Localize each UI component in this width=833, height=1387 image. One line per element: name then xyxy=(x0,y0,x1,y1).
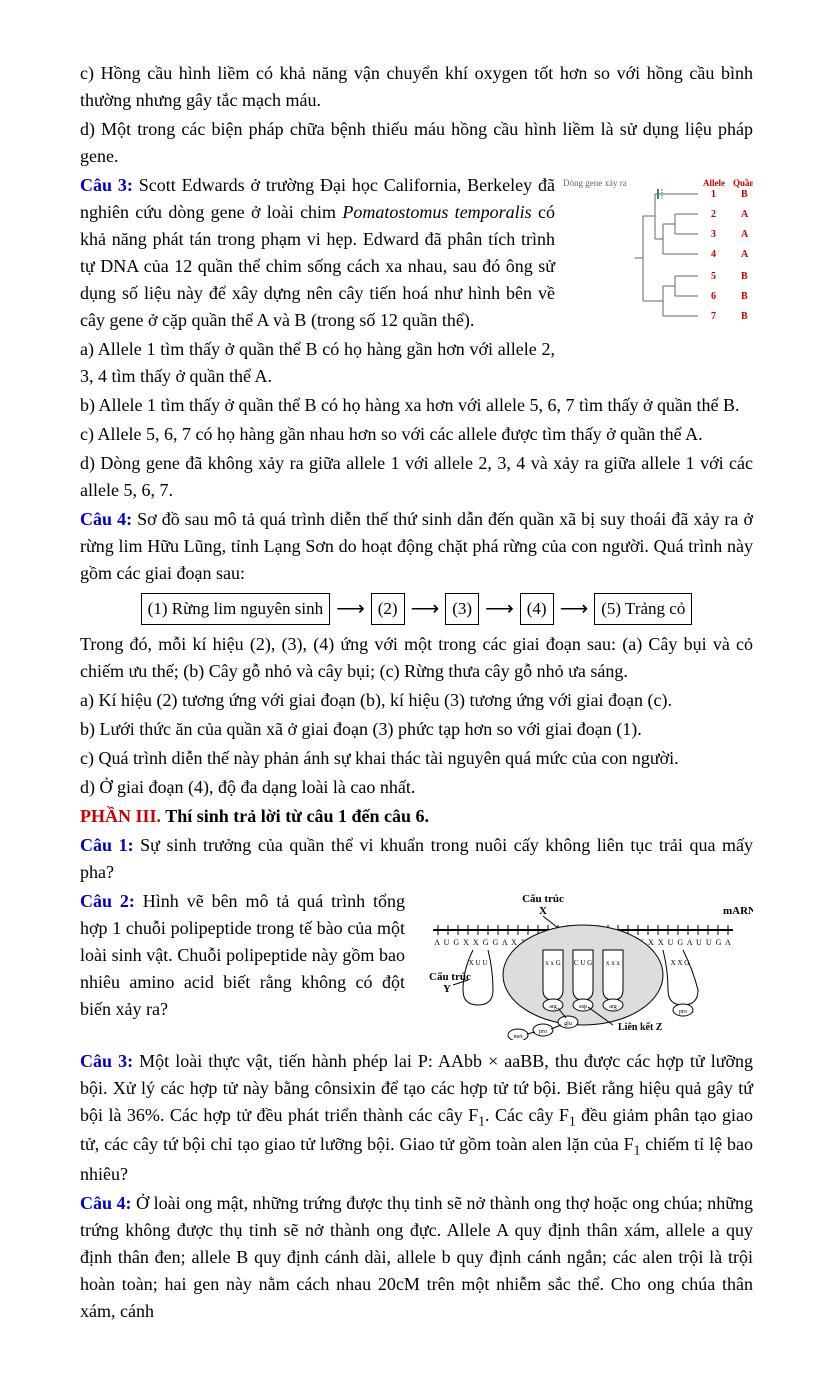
flow-box-4: (4) xyxy=(520,593,554,625)
para-d: d) Một trong các biện pháp chữa bệnh thi… xyxy=(80,116,753,170)
svg-text:3: 3 xyxy=(711,229,716,240)
cau4-b: b) Lưới thức ăn của quần xã ở giai đoạn … xyxy=(80,716,753,743)
phylo-header-pop: Quần th xyxy=(733,178,753,188)
ribosome-figure: Cấu trúc X mARN A U G X X G G A X X X G … xyxy=(413,890,753,1048)
svg-text:2: 2 xyxy=(711,209,716,220)
p3-cau2-label: Câu 2: xyxy=(80,891,135,911)
phylo-svg: Dòng gene xảy ra Allele Quần th 1 B 2 A 3 A xyxy=(563,176,753,336)
p3-cau1: Câu 1: Sự sinh trưởng của quần thể vi kh… xyxy=(80,832,753,886)
flow-box-3: (3) xyxy=(445,593,479,625)
cau3-a: a) Allele 1 tìm thấy ở quần thể B có họ … xyxy=(80,336,753,390)
flow-box-2: (2) xyxy=(371,593,405,625)
phylo-header-flow: Dòng gene xảy ra xyxy=(563,178,627,188)
phan3-title: Thí sinh trả lời từ câu 1 đến câu 6. xyxy=(161,806,429,826)
svg-text:X X G: X X G xyxy=(671,959,690,967)
phylo-header-allele: Allele xyxy=(703,178,725,188)
svg-text:B: B xyxy=(741,311,748,322)
cau4-a: a) Kí hiệu (2) tương ứng với giai đoạn (… xyxy=(80,687,753,714)
cau3-label: Câu 3: xyxy=(80,175,133,195)
phan3-label: PHẦN III. xyxy=(80,806,161,826)
svg-text:X: X xyxy=(539,905,547,917)
p3-cau4-text: Ở loài ong mật, những trứng được thụ tin… xyxy=(80,1193,753,1321)
arrow-icon: ⟶ xyxy=(409,594,442,624)
p3-cau3-text-mid: . Các cây F xyxy=(485,1105,569,1125)
svg-text:X U U: X U U xyxy=(469,959,488,967)
p3-cau1-label: Câu 1: xyxy=(80,835,134,855)
p3-cau3-label: Câu 3: xyxy=(80,1051,133,1071)
sub-f1b: 1 xyxy=(569,1113,576,1128)
svg-text:arg: arg xyxy=(609,1004,617,1010)
p3-cau4-label: Câu 4: xyxy=(80,1193,132,1213)
cau3-italic: Pomatostomus temporalis xyxy=(342,202,531,222)
svg-text:Y: Y xyxy=(443,983,451,995)
cau4-after: Trong đó, mỗi kí hiệu (2), (3), (4) ứng … xyxy=(80,631,753,685)
p3-cau3: Câu 3: Một loài thực vật, tiến hành phép… xyxy=(80,1048,753,1189)
svg-text:C U G: C U G xyxy=(574,959,592,967)
phan3-header: PHẦN III. Thí sinh trả lời từ câu 1 đến … xyxy=(80,803,753,830)
p3-cau1-text: Sự sinh trưởng của quần thể vi khuẩn tro… xyxy=(80,835,753,882)
svg-text:7: 7 xyxy=(711,311,716,322)
svg-text:5: 5 xyxy=(711,271,716,282)
svg-text:x x G: x x G xyxy=(545,959,561,967)
svg-text:A: A xyxy=(741,209,749,220)
svg-text:glu: glu xyxy=(564,1021,572,1027)
svg-text:Liên kết Z: Liên kết Z xyxy=(618,1022,663,1033)
svg-text:B: B xyxy=(741,271,748,282)
cau4-text: Sơ đồ sau mô tả quá trình diễn thế thứ s… xyxy=(80,509,753,583)
svg-text:Cấu trúc: Cấu trúc xyxy=(522,893,564,905)
svg-text:1: 1 xyxy=(711,189,716,200)
arrow-icon: ⟶ xyxy=(334,594,367,624)
flow-box-1: (1) Rừng lim nguyên sinh xyxy=(141,593,330,625)
cau3-c: c) Allele 5, 6, 7 có họ hàng gần nhau hơ… xyxy=(80,421,753,448)
svg-text:arg: arg xyxy=(549,1004,557,1010)
svg-text:mARN: mARN xyxy=(723,905,753,917)
svg-text:asp: asp xyxy=(579,1004,587,1010)
cau4-label: Câu 4: xyxy=(80,509,132,529)
cau3-b: b) Allele 1 tìm thấy ở quần thể B có họ … xyxy=(80,392,753,419)
svg-text:4: 4 xyxy=(711,249,716,260)
phylogeny-figure: Dòng gene xảy ra Allele Quần th 1 B 2 A 3 A xyxy=(563,176,753,344)
para-c: c) Hồng cầu hình liềm có khả năng vận ch… xyxy=(80,60,753,114)
cau4-d: d) Ở giai đoạn (4), độ đa dạng loài là c… xyxy=(80,774,753,801)
svg-text:x x x: x x x xyxy=(606,959,621,967)
p3-cau4: Câu 4: Ở loài ong mật, những trứng được … xyxy=(80,1190,753,1325)
arrow-icon: ⟶ xyxy=(483,594,516,624)
svg-text:B: B xyxy=(741,291,748,302)
svg-text:pro: pro xyxy=(679,1009,687,1015)
cau4-intro: Câu 4: Sơ đồ sau mô tả quá trình diễn th… xyxy=(80,506,753,587)
svg-text:A: A xyxy=(741,229,749,240)
svg-text:pro: pro xyxy=(539,1029,547,1035)
svg-text:B: B xyxy=(741,189,748,200)
svg-text:A: A xyxy=(741,249,749,260)
arrow-icon: ⟶ xyxy=(558,594,591,624)
cau4-c: c) Quá trình diễn thế này phản ánh sự kh… xyxy=(80,745,753,772)
ribo-svg: Cấu trúc X mARN A U G X X G G A X X X G … xyxy=(413,890,753,1040)
flow-box-5: (5) Trảng cỏ xyxy=(594,593,692,625)
flow-diagram: (1) Rừng lim nguyên sinh ⟶ (2) ⟶ (3) ⟶ (… xyxy=(80,593,753,625)
svg-text:6: 6 xyxy=(711,291,716,302)
cau3-d: d) Dòng gene đã không xảy ra giữa allele… xyxy=(80,450,753,504)
svg-text:met: met xyxy=(514,1034,523,1040)
